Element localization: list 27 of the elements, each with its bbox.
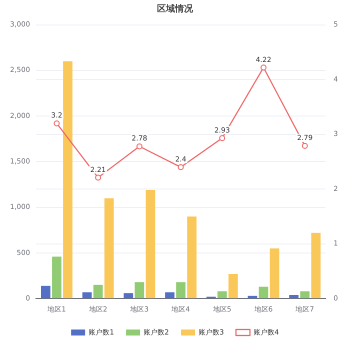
bar [270,248,280,298]
bar [228,274,238,298]
bar [187,216,197,298]
bar [176,282,186,298]
bar [63,61,72,298]
chart-title: 区域情况 [157,4,194,15]
bar [165,292,174,298]
point [302,142,308,149]
bar [52,256,62,298]
bar [258,286,268,298]
point [260,64,267,71]
bar [311,232,321,298]
bar [217,291,227,298]
bar [41,286,50,298]
point [219,135,226,142]
bar [134,282,144,298]
point [178,164,184,170]
bar [289,294,299,298]
bar [300,291,310,298]
bar [104,198,114,298]
bar [146,190,156,298]
bar [82,292,92,298]
point [136,143,142,150]
point [54,120,60,126]
bar [93,284,103,298]
point [95,174,102,181]
bar [124,293,134,298]
